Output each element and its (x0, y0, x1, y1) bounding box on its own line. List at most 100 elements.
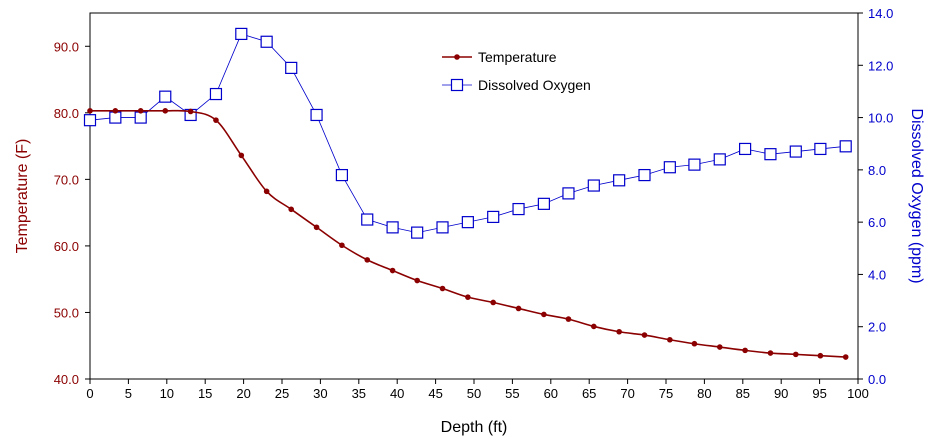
temperature-point (313, 224, 320, 231)
temperature-point (541, 311, 547, 318)
temperature-point (87, 108, 93, 114)
right-y-tick-label: 10.0 (868, 111, 893, 126)
temperature-point (288, 206, 295, 213)
legend-temperature-label: Temperature (478, 49, 557, 65)
x-tick-label: 85 (736, 386, 750, 401)
left-y-tick-label: 80.0 (54, 106, 79, 121)
x-tick-label: 50 (467, 386, 481, 401)
right-y-tick-label: 4.0 (868, 267, 886, 282)
temperature-point (591, 323, 597, 330)
temperature-point (238, 152, 245, 159)
x-tick-label: 95 (812, 386, 826, 401)
temperature-point (162, 108, 169, 114)
x-axis-ticks: 0 5 10 15 20 25 30 35 40 45 50 55 60 65 70 75 80 85 90 95 10… (86, 379, 869, 401)
x-tick-label: 90 (774, 386, 788, 401)
temperature-point (187, 108, 194, 115)
right-y-tick-label: 2.0 (868, 320, 886, 335)
oxygen-point (209, 87, 223, 101)
oxygen-point (713, 153, 726, 166)
x-tick-label: 55 (505, 386, 519, 401)
x-tick-label: 15 (198, 386, 212, 401)
x-tick-label: 25 (275, 386, 289, 401)
oxygen-point (436, 221, 449, 234)
oxygen-point (587, 179, 600, 192)
temperature-point (792, 351, 799, 358)
temperature-point (616, 328, 622, 335)
right-y-axis-ticks: 0.0 2.0 4.0 6.0 8.0 10.0 12.0 14.0 (858, 6, 893, 387)
temperature-point (439, 285, 446, 292)
oxygen-point (789, 145, 802, 158)
temperature-point (716, 344, 723, 350)
left-y-tick-label: 50.0 (54, 305, 79, 320)
temperature-point (112, 108, 119, 114)
oxygen-series-line (89, 33, 846, 234)
x-tick-label: 75 (659, 386, 673, 401)
oxygen-point (739, 142, 752, 156)
oxygen-point (562, 187, 575, 200)
temperature-point (515, 305, 522, 312)
left-y-axis-ticks: 40.0 50.0 60.0 70.0 80.0 90.0 (54, 39, 90, 387)
oxygen-point (638, 168, 651, 182)
oxygen-point (310, 108, 323, 122)
oxygen-point (663, 161, 676, 174)
oxygen-point (260, 35, 273, 48)
temperature-series-line (89, 109, 846, 358)
oxygen-point (83, 114, 97, 127)
oxygen-point (335, 168, 349, 182)
legend-oxygen-label: Dissolved Oxygen (478, 77, 591, 93)
oxygen-point (411, 226, 424, 239)
temperature-point (767, 350, 774, 356)
right-y-tick-label: 14.0 (868, 6, 893, 21)
oxygen-point (109, 111, 122, 124)
x-tick-label: 100 (847, 386, 869, 401)
x-tick-label: 35 (352, 386, 366, 401)
x-tick-label: 20 (236, 386, 250, 401)
temperature-point (263, 188, 270, 195)
temperature-point (339, 242, 345, 249)
oxygen-point (134, 111, 147, 124)
oxygen-point (537, 197, 550, 210)
left-y-tick-label: 60.0 (54, 239, 79, 254)
legend-temperature-marker (454, 54, 460, 60)
temperature-point (817, 352, 824, 359)
temperature-point (641, 332, 648, 338)
oxygen-point (688, 158, 701, 171)
oxygen-point (386, 221, 399, 234)
x-tick-label: 10 (160, 386, 174, 401)
temperature-point (842, 354, 849, 360)
x-axis-title: Depth (ft) (441, 419, 508, 436)
oxygen-point (839, 140, 852, 153)
temperature-point (213, 117, 219, 123)
right-y-tick-label: 6.0 (868, 215, 886, 230)
left-y-tick-label: 70.0 (54, 172, 79, 187)
temperature-point (414, 277, 420, 284)
oxygen-point (461, 216, 474, 229)
x-tick-label: 40 (390, 386, 404, 401)
left-y-axis-title: Temperature (F) (14, 139, 31, 254)
legend: Temperature Dissolved Oxygen (442, 49, 591, 93)
temperature-point (137, 108, 144, 114)
oxygen-point (613, 174, 626, 187)
x-tick-label: 80 (697, 386, 711, 401)
right-y-tick-label: 12.0 (868, 58, 893, 73)
oxygen-point (159, 90, 172, 103)
oxygen-point (235, 27, 248, 41)
legend-oxygen-marker (450, 78, 464, 92)
x-tick-label: 30 (313, 386, 327, 401)
temperature-point (389, 267, 396, 274)
oxygen-point (361, 213, 374, 226)
right-y-tick-label: 0.0 (868, 372, 886, 387)
x-tick-label: 5 (125, 386, 132, 401)
temperature-point (364, 257, 371, 263)
series-layer (83, 27, 852, 360)
oxygen-point (764, 148, 777, 161)
plot-area-frame (89, 12, 859, 380)
oxygen-point (487, 210, 500, 224)
right-y-axis-title: Dissolved Oxygen (ppm) (908, 108, 925, 283)
temperature-point (742, 347, 748, 354)
x-tick-label: 60 (544, 386, 558, 401)
x-tick-label: 45 (428, 386, 442, 401)
x-tick-label: 0 (86, 386, 93, 401)
x-tick-label: 65 (582, 386, 596, 401)
